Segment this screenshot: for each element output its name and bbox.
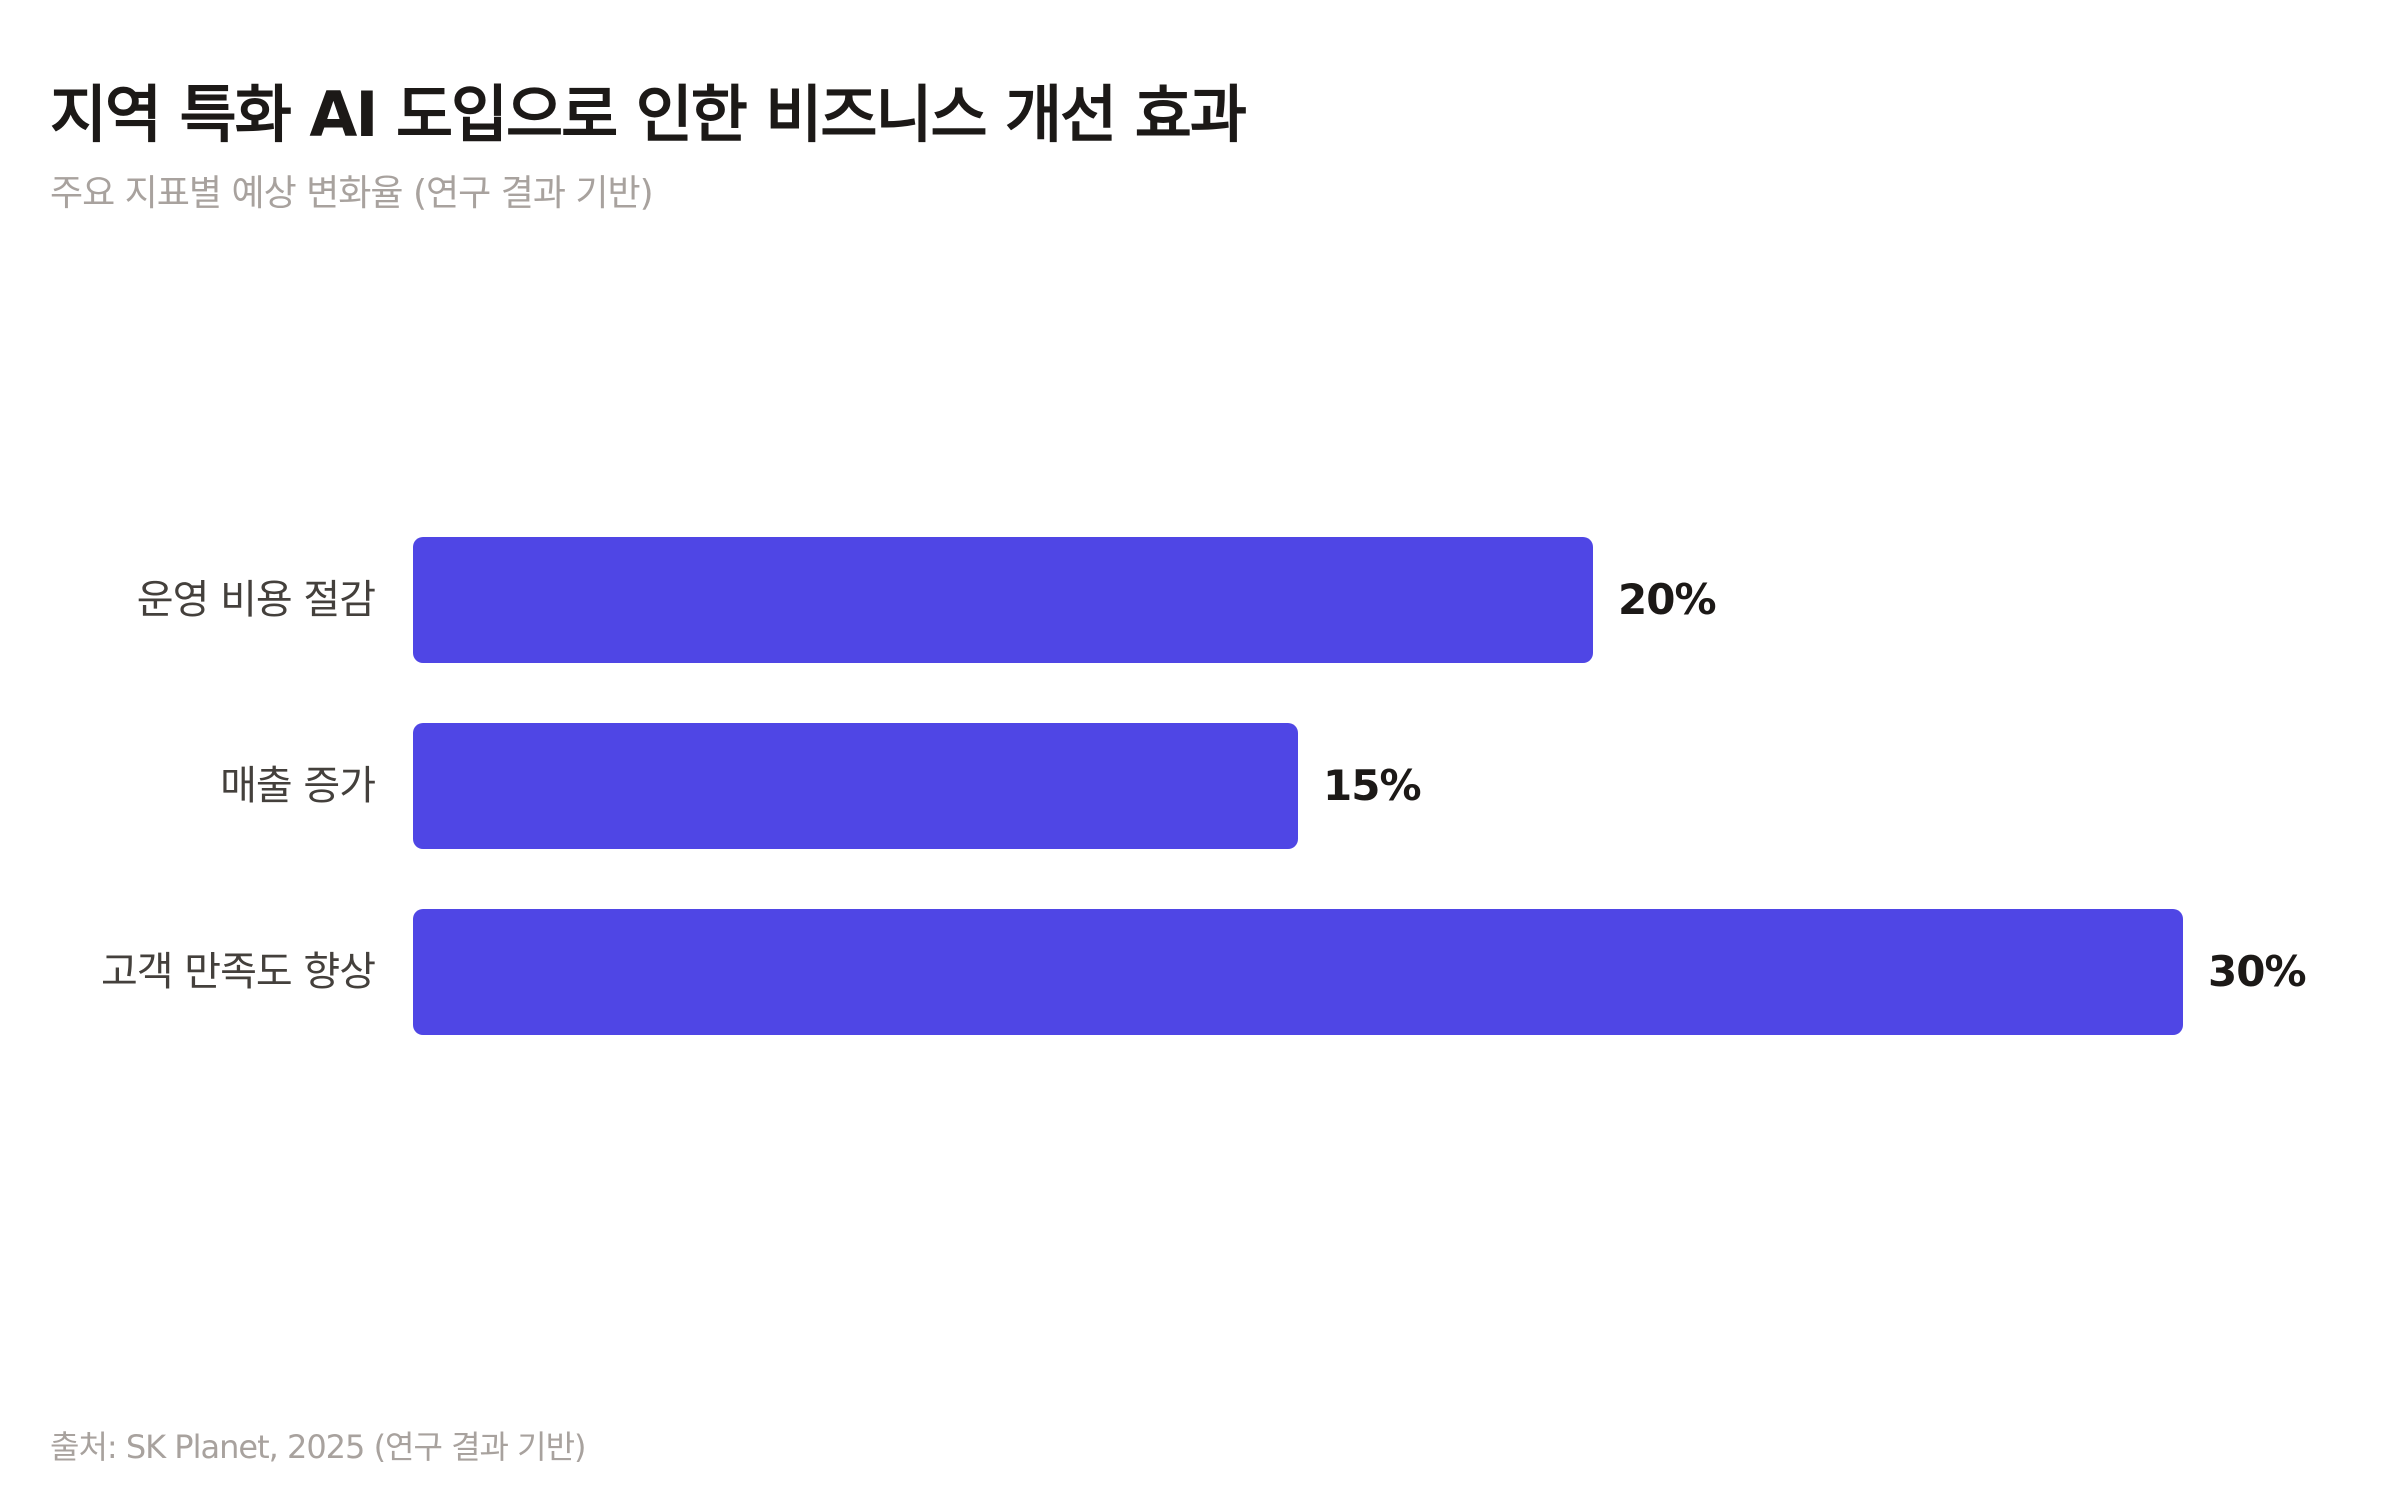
category-label: 매출 증가 [220,763,376,809]
bar-row: 매출 증가 15% [0,723,2400,849]
bar-row: 운영 비용 절감 20% [0,537,2400,663]
category-label: 고객 만족도 향상 [100,949,376,995]
value-label: 15% [1323,761,1422,810]
bar [413,723,1298,849]
value-label: 20% [1618,575,1717,624]
bar-row: 고객 만족도 향상 30% [0,909,2400,1035]
source-note: 출처: SK Planet, 2025 (연구 결과 기반) [50,1428,587,1466]
value-label: 30% [2208,947,2307,996]
chart-title: 지역 특화 AI 도입으로 인한 비즈니스 개선 효과 [50,78,1247,151]
category-label: 운영 비용 절감 [136,577,376,623]
chart-subtitle: 주요 지표별 예상 변화율 (연구 결과 기반) [50,173,654,214]
bar [413,537,1593,663]
bar [413,909,2183,1035]
